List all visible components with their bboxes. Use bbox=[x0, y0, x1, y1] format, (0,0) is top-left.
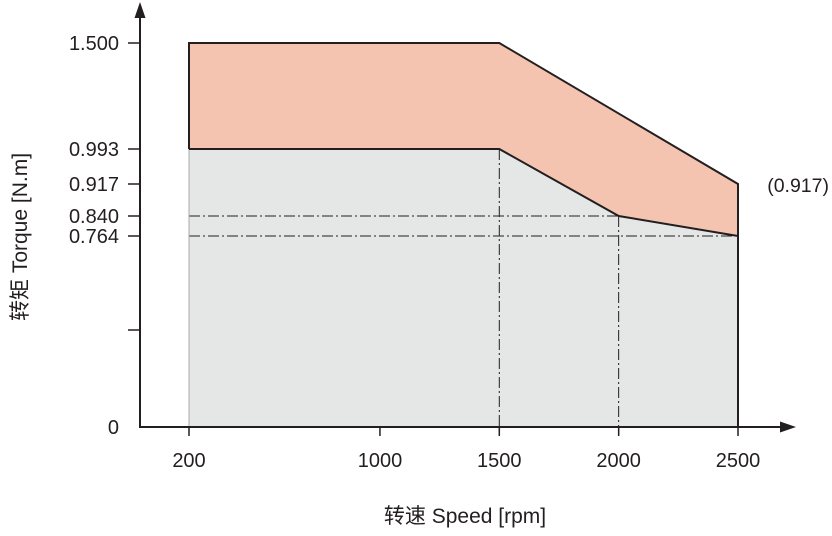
chart-annotations: (0.917) bbox=[767, 175, 829, 197]
x-axis-label: 转速 Speed [rpm] bbox=[384, 505, 546, 528]
y-tick-label: 0.840 bbox=[69, 206, 119, 228]
x-tick-label: 1500 bbox=[477, 450, 522, 472]
x-axis-arrow bbox=[780, 421, 796, 433]
y-tick-label: 0.917 bbox=[69, 174, 119, 196]
x-axis-ticks: 200 1000 1500 2000 2500 bbox=[172, 427, 760, 472]
y-axis-label: 转矩 Torque [N.m] bbox=[9, 153, 32, 321]
peak-torque-line bbox=[188, 42, 739, 427]
x-tick-label: 2500 bbox=[716, 450, 761, 472]
annotation-label: (0.917) bbox=[767, 175, 829, 197]
y-tick-label: 0.764 bbox=[69, 226, 119, 248]
reference-lines bbox=[189, 149, 738, 435]
y-tick-label: 1.500 bbox=[69, 33, 119, 55]
continuous-zone-area bbox=[189, 149, 738, 427]
series-outlines bbox=[188, 42, 739, 427]
plot-areas bbox=[189, 43, 738, 427]
peak-zone-area bbox=[189, 43, 738, 236]
y-tick-label: 0 bbox=[108, 417, 119, 439]
x-tick-label: 2000 bbox=[596, 450, 641, 472]
y-tick-label: 0.993 bbox=[69, 139, 119, 161]
x-tick-label: 200 bbox=[172, 450, 205, 472]
continuous-torque-line bbox=[189, 148, 739, 237]
y-axis-arrow bbox=[134, 2, 146, 18]
x-tick-label: 1000 bbox=[358, 450, 403, 472]
